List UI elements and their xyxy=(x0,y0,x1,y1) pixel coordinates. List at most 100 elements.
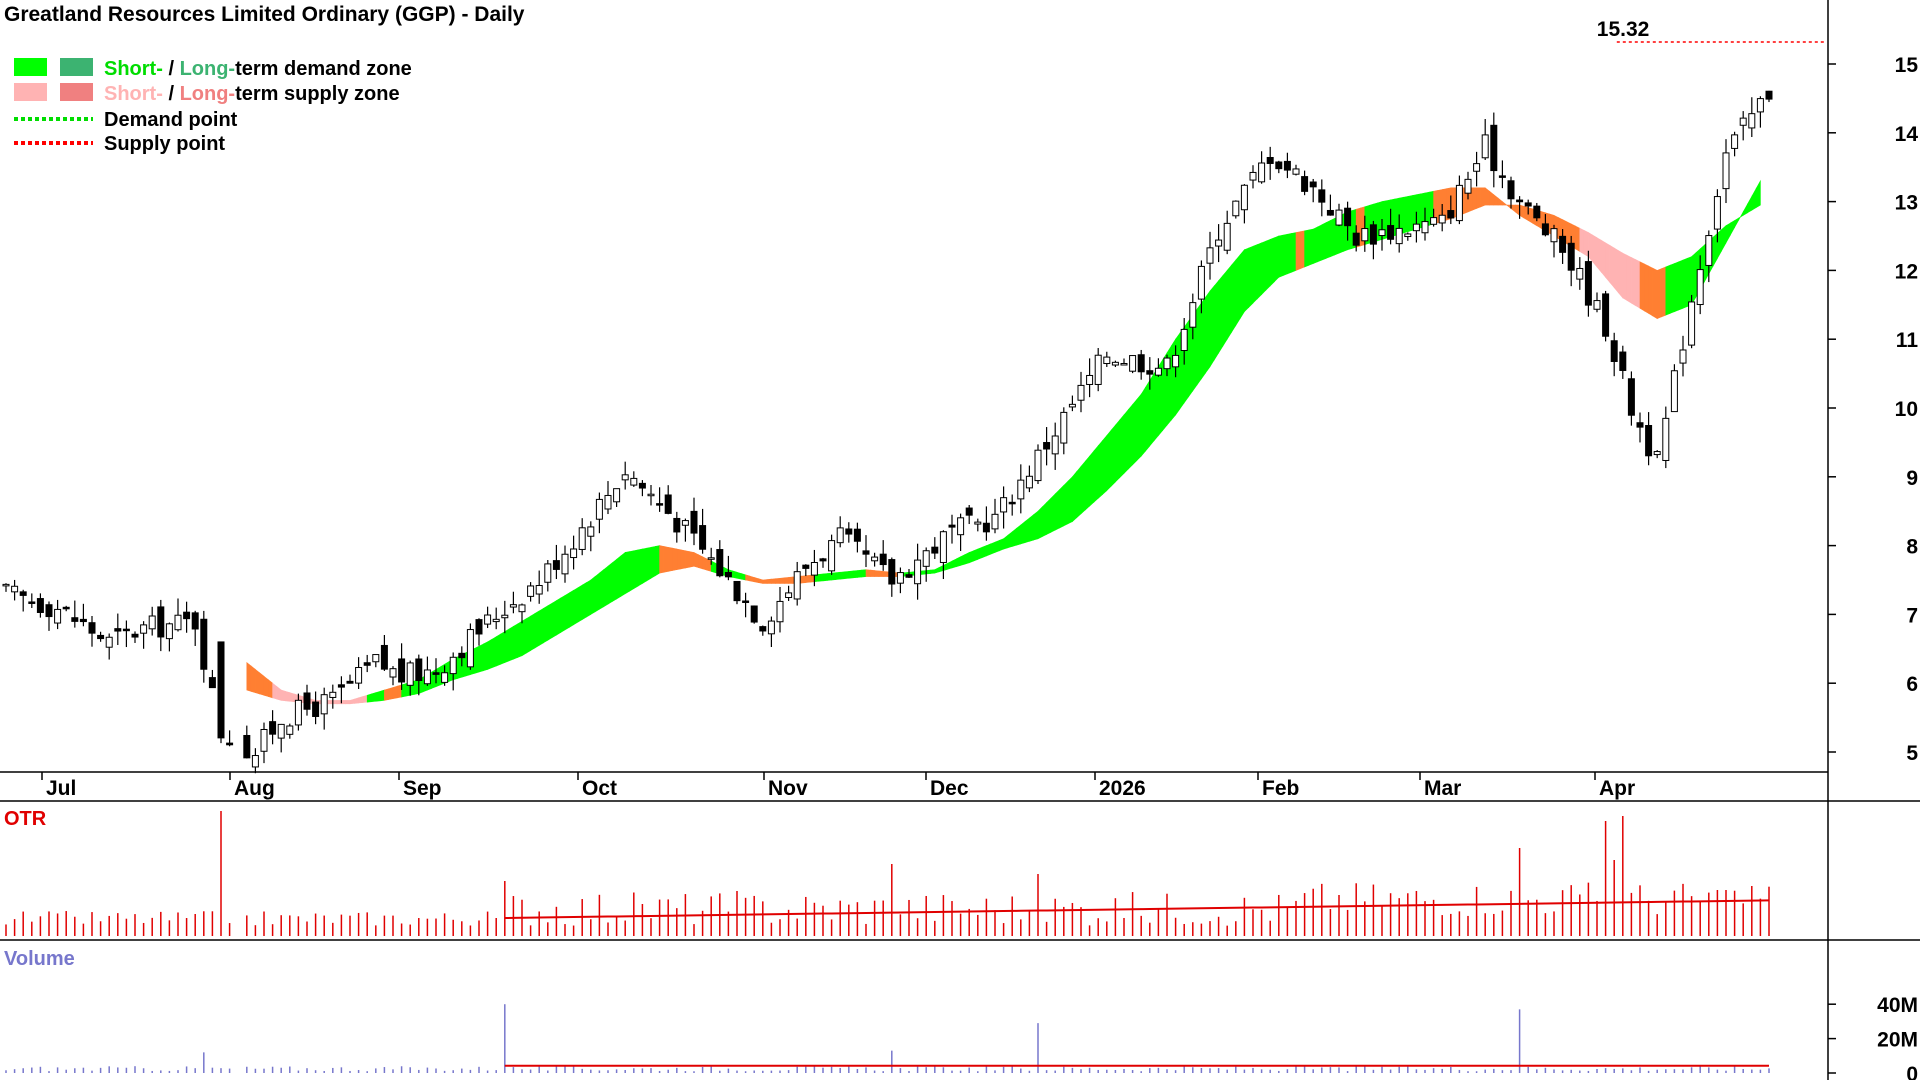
band-segment xyxy=(732,570,738,579)
band-segment xyxy=(556,597,562,636)
candle-up xyxy=(140,624,148,634)
band-segment xyxy=(1003,534,1009,550)
candle-down xyxy=(905,574,913,578)
candle-down xyxy=(1008,501,1016,505)
date-tick-label: Sep xyxy=(403,777,442,800)
candle-down xyxy=(1447,210,1455,219)
legend-long-demand: Long- xyxy=(180,58,236,80)
band-segment xyxy=(1476,187,1482,209)
candle-down xyxy=(458,652,466,659)
band-segment xyxy=(973,548,979,562)
band-segment xyxy=(1321,222,1327,261)
candle-down xyxy=(948,524,956,528)
band-segment xyxy=(255,668,261,695)
band-segment xyxy=(663,546,669,573)
band-segment xyxy=(1691,252,1697,306)
band-segment xyxy=(1063,480,1069,527)
band-segment xyxy=(607,562,613,605)
band-segment xyxy=(482,641,488,672)
band-segment xyxy=(1119,414,1125,479)
candle-up xyxy=(1172,354,1180,368)
band-segment xyxy=(878,570,884,577)
candle-down xyxy=(1043,442,1051,450)
band-segment xyxy=(414,679,420,695)
band-segment xyxy=(801,575,807,584)
band-segment xyxy=(521,618,527,657)
candle-up xyxy=(1731,134,1739,149)
band-segment xyxy=(1652,267,1658,320)
candle-up xyxy=(810,562,818,576)
candle-up xyxy=(1696,269,1704,306)
band-segment xyxy=(573,587,579,626)
price-tick-label: 8 xyxy=(1906,536,1918,559)
band-segment xyxy=(1575,225,1581,253)
band-segment xyxy=(981,545,987,559)
band-segment xyxy=(779,577,785,584)
band-segment xyxy=(267,679,273,699)
candle-up xyxy=(974,521,982,525)
price-tick-label: 6 xyxy=(1906,673,1918,696)
band-segment xyxy=(577,584,583,623)
band-segment xyxy=(1196,302,1202,386)
band-segment xyxy=(1136,393,1142,462)
legend-swatch-long-supply xyxy=(60,83,93,101)
band-segment xyxy=(1648,265,1654,317)
candle-down xyxy=(931,546,939,554)
volume-tick-label: 20M xyxy=(1877,1029,1918,1052)
candle-up xyxy=(535,585,543,595)
candle-down xyxy=(1309,181,1317,188)
band-segment xyxy=(543,605,549,644)
band-segment xyxy=(1480,187,1486,208)
band-segment xyxy=(1239,248,1245,320)
band-segment xyxy=(1046,497,1052,535)
band-segment xyxy=(826,572,832,581)
band-segment xyxy=(1261,240,1267,296)
band-segment xyxy=(1097,439,1103,499)
band-segment xyxy=(1489,190,1495,206)
band-segment xyxy=(1330,217,1335,258)
band-segment xyxy=(1730,219,1735,237)
band-segment xyxy=(1128,403,1133,470)
band-segment xyxy=(1054,488,1060,531)
candle-down xyxy=(1636,422,1644,428)
candle-up xyxy=(1438,214,1446,224)
band-segment xyxy=(1502,200,1508,206)
candle-down xyxy=(363,662,371,666)
candle-up xyxy=(406,662,414,686)
candle-down xyxy=(346,680,354,684)
candle-down xyxy=(1490,124,1498,172)
candle-up xyxy=(1000,497,1008,513)
candle-down xyxy=(1516,199,1524,203)
band-segment xyxy=(504,628,510,664)
band-segment xyxy=(568,589,574,628)
candle-down xyxy=(879,553,887,566)
band-segment xyxy=(517,620,523,658)
candle-down xyxy=(1541,223,1549,236)
band-segment xyxy=(1201,296,1206,380)
candle-down xyxy=(638,482,646,489)
band-segment xyxy=(263,675,269,697)
candle-down xyxy=(845,528,853,535)
otr-panel-label: OTR xyxy=(4,808,47,830)
candle-down xyxy=(552,560,560,570)
candle-up xyxy=(1670,370,1678,413)
band-segment xyxy=(246,661,252,692)
band-segment xyxy=(590,575,596,615)
band-segment xyxy=(1011,527,1017,547)
candle-down xyxy=(1275,161,1283,170)
band-segment xyxy=(1661,266,1667,318)
band-segment xyxy=(1110,424,1116,487)
band-segment xyxy=(1059,484,1065,529)
candle-down xyxy=(1765,90,1773,100)
candle-up xyxy=(1421,221,1429,234)
band-segment xyxy=(968,550,974,564)
band-segment xyxy=(964,551,970,565)
candle-up xyxy=(613,488,621,503)
band-segment xyxy=(930,569,936,574)
band-segment xyxy=(947,560,953,570)
candle-up xyxy=(647,493,655,497)
candle-up xyxy=(1593,300,1601,310)
candle-up xyxy=(1481,134,1489,159)
band-segment xyxy=(384,688,390,701)
